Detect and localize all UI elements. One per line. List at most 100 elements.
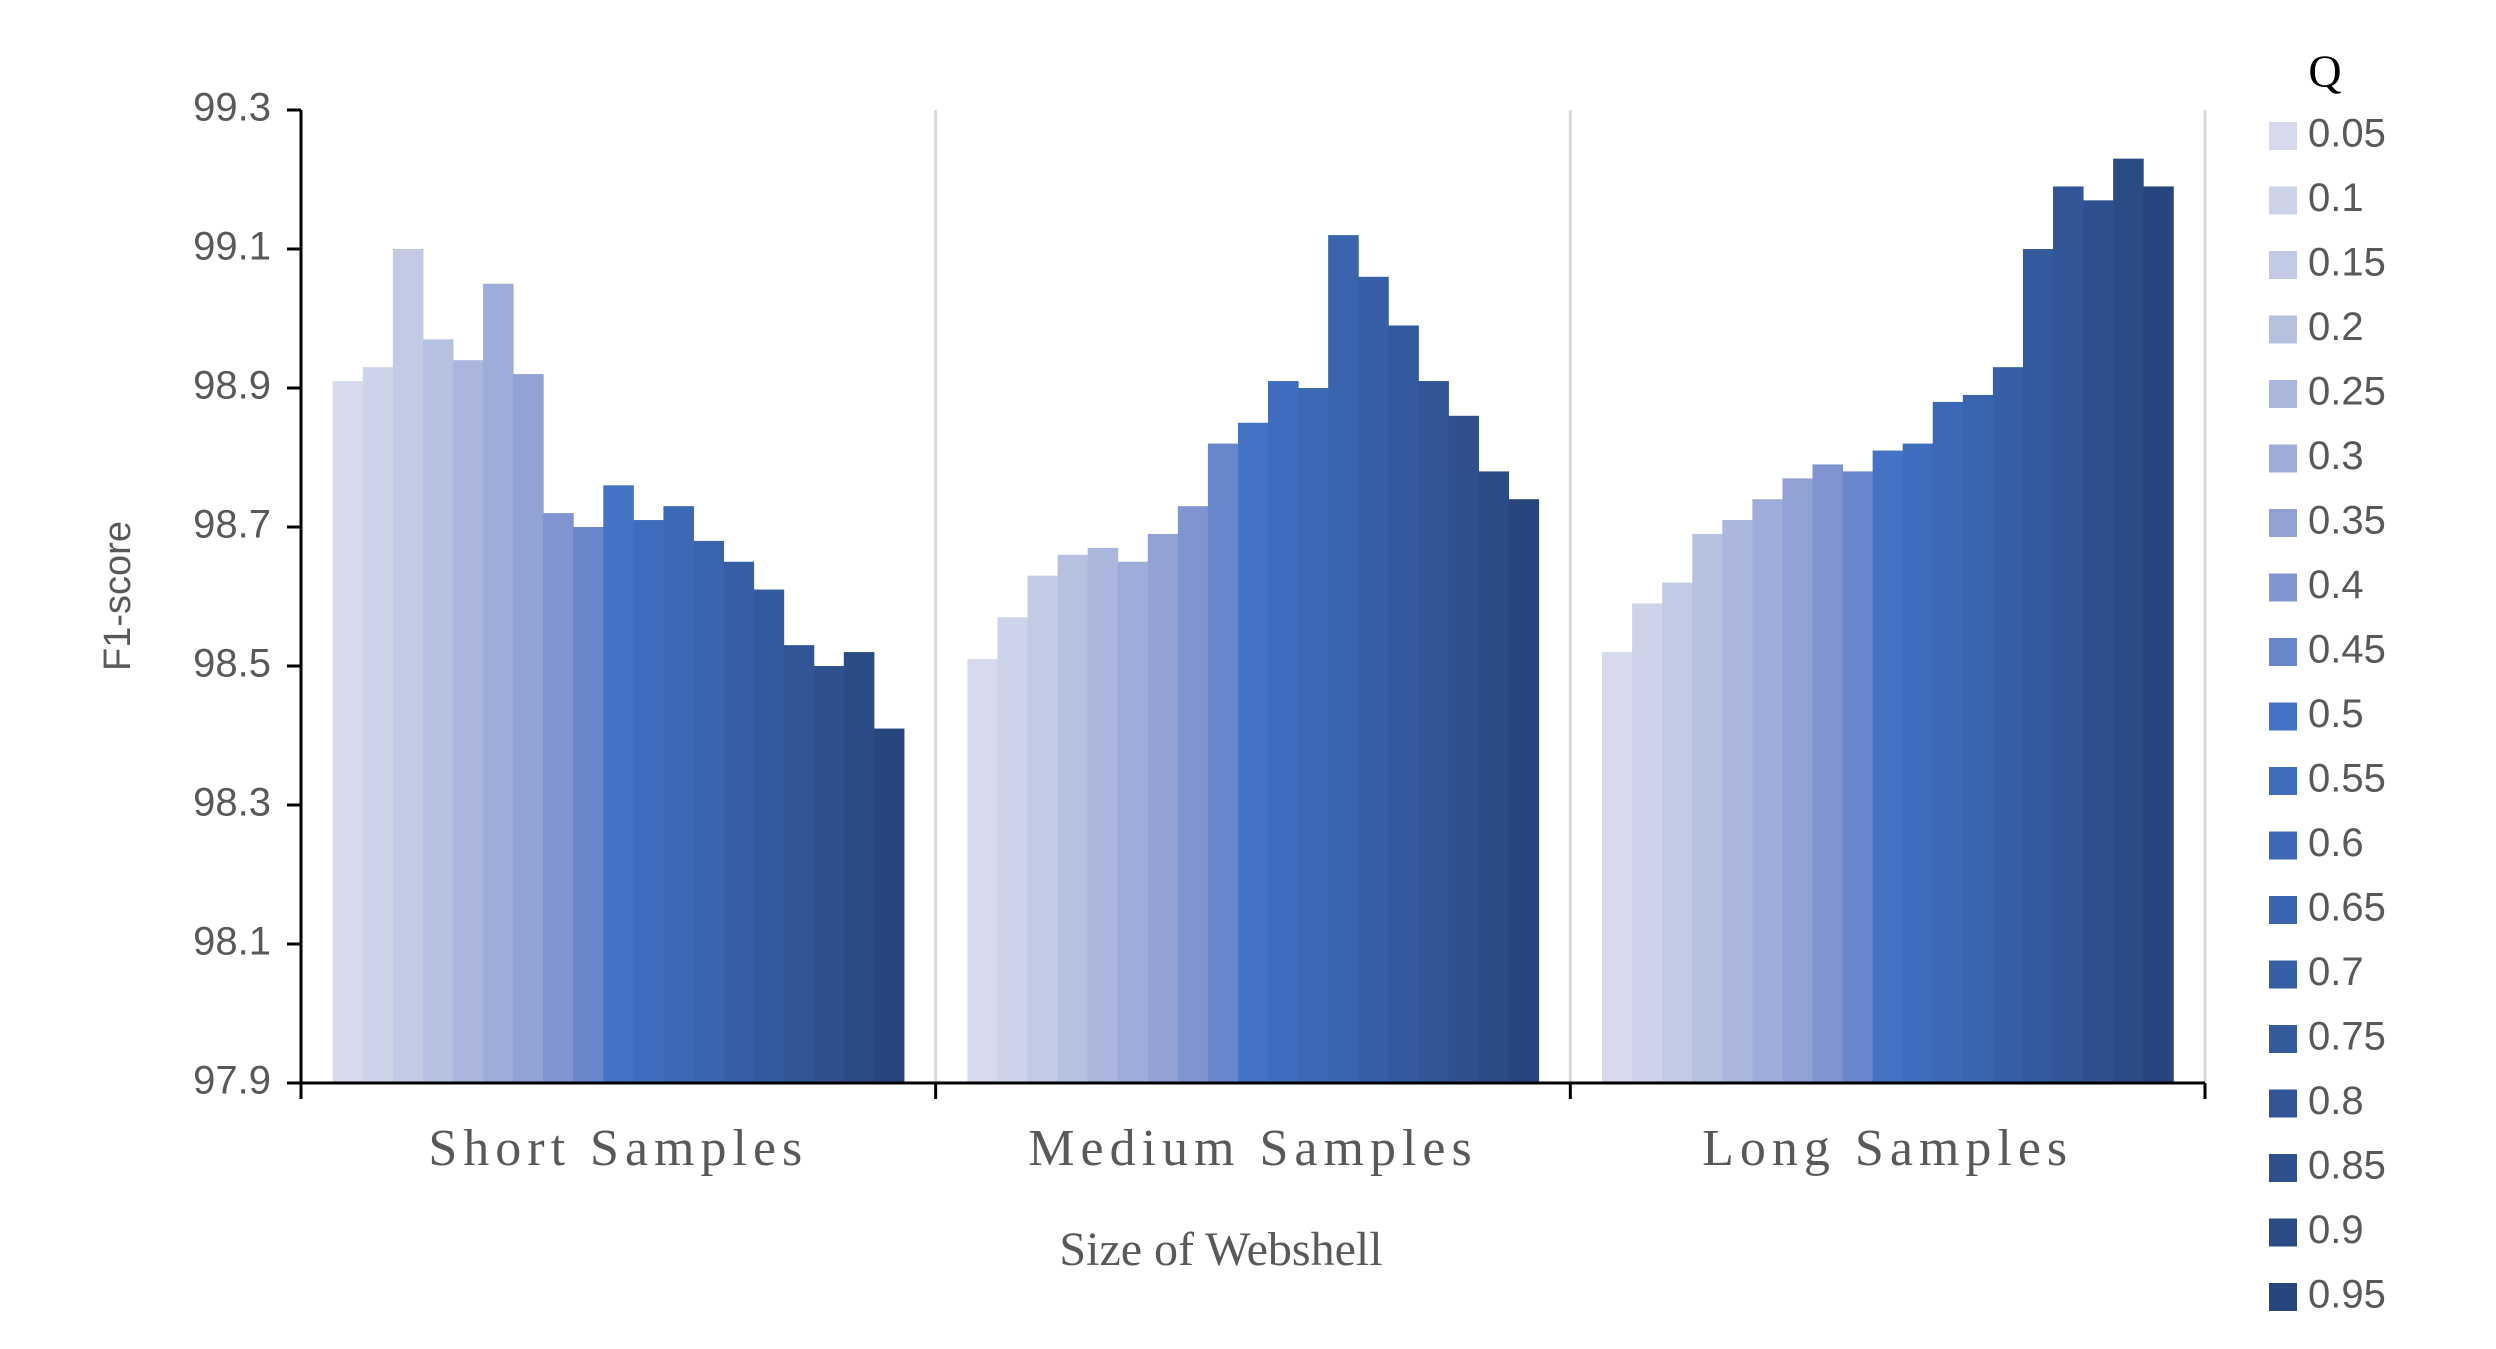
bar xyxy=(2083,200,2114,1084)
bar xyxy=(873,728,905,1083)
legend-label: 0.4 xyxy=(2308,563,2364,607)
bar xyxy=(1087,547,1119,1083)
bar xyxy=(1057,554,1089,1083)
bar xyxy=(1752,499,1783,1083)
legend-label: 0.7 xyxy=(2308,950,2364,994)
bar xyxy=(1237,422,1269,1083)
legend-label: 0.65 xyxy=(2308,886,2386,930)
y-tick-label: 99.3 xyxy=(193,86,271,130)
bar xyxy=(1632,603,1663,1083)
bar xyxy=(633,520,664,1083)
bar xyxy=(1872,450,1904,1083)
legend-label: 0.8 xyxy=(2308,1079,2364,1123)
bar xyxy=(2143,186,2174,1083)
y-tick-label: 98.1 xyxy=(193,920,271,964)
bar xyxy=(1177,506,1209,1083)
bar xyxy=(997,617,1029,1083)
legend-swatch xyxy=(2269,1025,2297,1053)
legend-swatch xyxy=(2269,1283,2297,1311)
x-axis-title: Size of Webshell xyxy=(1059,1223,1382,1276)
bar xyxy=(452,360,484,1083)
bar xyxy=(362,367,394,1083)
x-tick-label: Long Samples xyxy=(1702,1120,2073,1177)
bar xyxy=(753,589,785,1083)
bar xyxy=(2022,249,2054,1083)
bar xyxy=(663,506,694,1083)
bar xyxy=(1418,381,1449,1083)
bar xyxy=(1932,401,1964,1083)
bar xyxy=(1268,381,1299,1083)
bar xyxy=(1328,235,1359,1084)
bar xyxy=(2113,158,2144,1083)
legend-label: 0.6 xyxy=(2308,821,2364,865)
bar xyxy=(1207,443,1239,1084)
bar xyxy=(1358,276,1389,1083)
bar xyxy=(1602,652,1633,1083)
bar xyxy=(1027,575,1059,1083)
legend-label: 0.2 xyxy=(2308,305,2364,349)
bar xyxy=(1842,471,1874,1083)
bar xyxy=(1722,520,1753,1083)
legend-swatch xyxy=(2269,315,2297,344)
legend-swatch xyxy=(2269,186,2297,215)
bar xyxy=(1662,582,1693,1083)
bar xyxy=(1448,415,1479,1083)
bar xyxy=(543,513,574,1083)
legend-label: 0.55 xyxy=(2308,757,2386,801)
bar xyxy=(843,652,875,1083)
legend-swatch xyxy=(2269,380,2297,408)
bar xyxy=(783,645,815,1083)
bar xyxy=(1812,464,1844,1083)
y-tick-label: 99.1 xyxy=(193,225,271,269)
bar xyxy=(483,283,514,1083)
legend-swatch xyxy=(2269,509,2297,537)
y-tick-label: 97.9 xyxy=(193,1059,271,1103)
legend-swatch xyxy=(2269,702,2297,731)
legend-label: 0.25 xyxy=(2308,370,2386,414)
legend-swatch xyxy=(2269,767,2297,795)
y-axis-title: F1-score xyxy=(97,521,139,671)
bar xyxy=(1298,388,1329,1083)
legend-swatch xyxy=(2269,1089,2297,1118)
bar xyxy=(422,339,454,1084)
bar xyxy=(1388,325,1419,1083)
legend-label: 0.35 xyxy=(2308,499,2386,543)
legend-swatch xyxy=(2269,638,2297,666)
bar xyxy=(392,249,424,1083)
legend-label: 0.05 xyxy=(2308,112,2386,156)
legend-label: 0.85 xyxy=(2308,1144,2386,1188)
y-tick-label: 98.3 xyxy=(193,781,271,825)
bar xyxy=(1902,443,1934,1084)
bar xyxy=(1962,394,1994,1083)
bar xyxy=(1992,367,2024,1083)
legend-label: 0.5 xyxy=(2308,692,2364,736)
legend-swatch xyxy=(2269,251,2297,279)
legend-label: 0.1 xyxy=(2308,176,2364,220)
bar xyxy=(813,666,845,1083)
legend-label: 0.3 xyxy=(2308,434,2364,478)
legend-label: 0.15 xyxy=(2308,241,2386,285)
x-tick-label: Short Samples xyxy=(428,1120,808,1177)
legend-swatch xyxy=(2269,896,2297,924)
bar xyxy=(1782,478,1814,1084)
legend-label: 0.45 xyxy=(2308,628,2386,672)
legend-swatch xyxy=(2269,960,2297,989)
y-tick-label: 98.5 xyxy=(193,642,271,686)
bar xyxy=(513,374,544,1084)
y-tick-label: 98.7 xyxy=(193,503,271,547)
legend-swatch xyxy=(2269,444,2297,473)
bar xyxy=(1117,561,1149,1083)
legend-label: 0.9 xyxy=(2308,1208,2364,1252)
legend-swatch xyxy=(2269,122,2297,150)
legend-label: 0.95 xyxy=(2308,1273,2386,1317)
bar xyxy=(693,540,725,1083)
legend-swatch xyxy=(2269,1218,2297,1247)
bar xyxy=(573,527,604,1083)
x-tick-label: Medium Samples xyxy=(1028,1120,1477,1177)
legend-swatch xyxy=(2269,831,2297,860)
bar xyxy=(603,485,634,1083)
y-tick-label: 98.9 xyxy=(193,364,271,408)
bar xyxy=(723,561,755,1083)
bar xyxy=(967,659,998,1083)
